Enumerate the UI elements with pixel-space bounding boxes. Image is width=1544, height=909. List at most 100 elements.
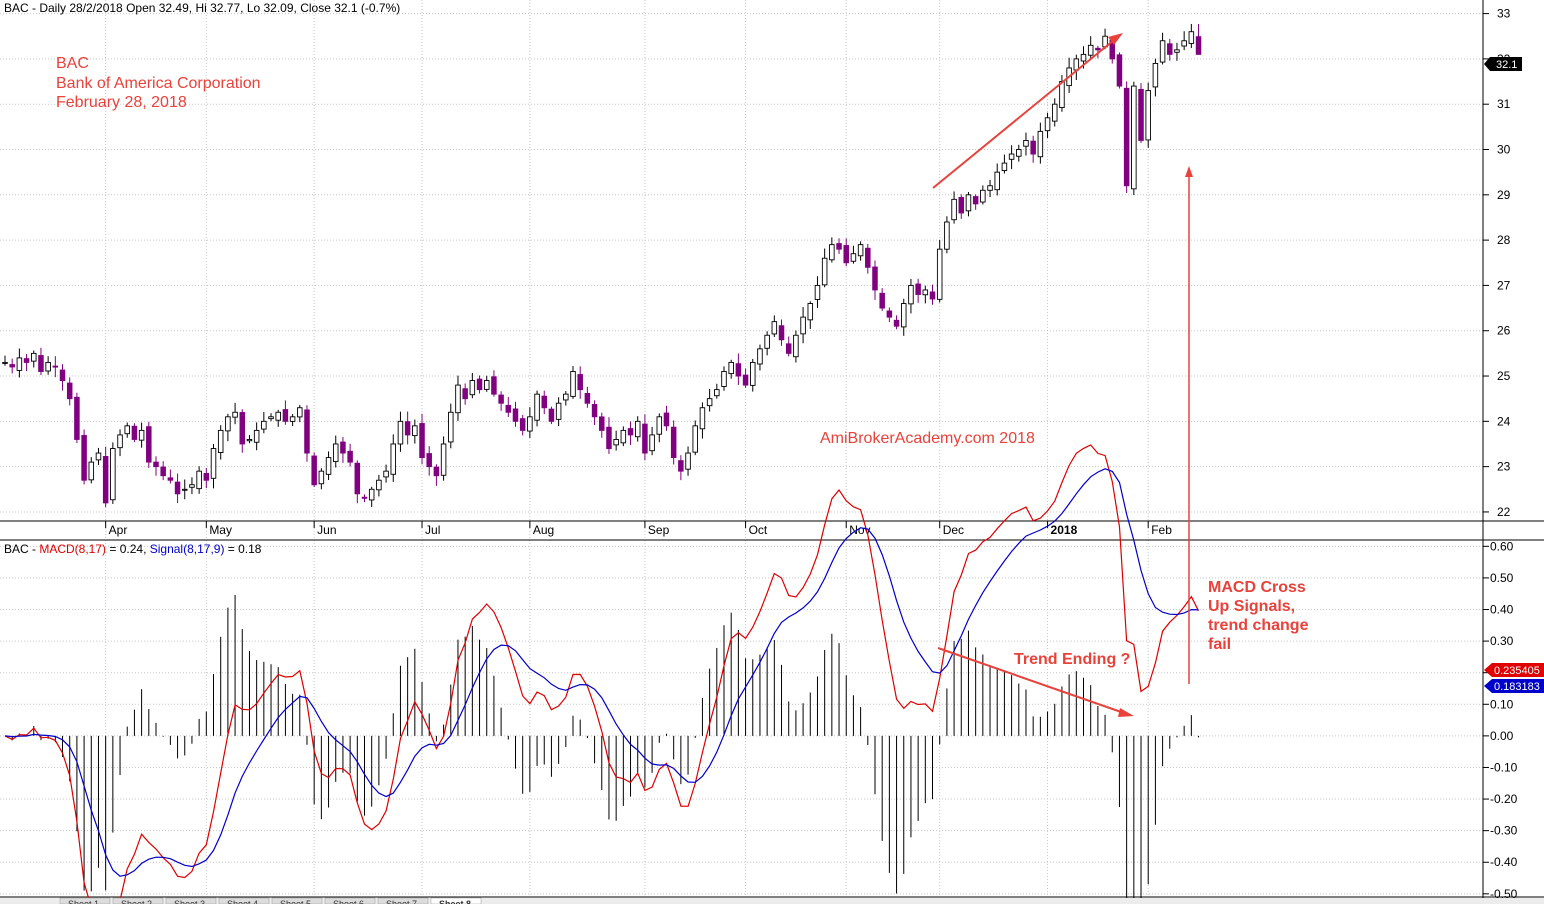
candle-body (721, 371, 727, 387)
candle-body (181, 488, 188, 491)
candle-body (340, 441, 346, 454)
price-last-marker: 32.1 (1484, 57, 1522, 71)
macd-last-marker: 0.235405 (1484, 663, 1544, 677)
candle-body (1138, 88, 1144, 141)
candle-body (505, 404, 512, 413)
candle-body (1051, 103, 1058, 122)
macd-marker-box (1484, 663, 1544, 677)
candle-body (987, 185, 993, 191)
price-grid (0, 13, 1483, 513)
macd-header-macd-value: = 0.24, (106, 542, 150, 556)
candle-body (1059, 81, 1065, 108)
candle-body (419, 423, 425, 459)
company-annotation: BAC Bank of America Corporation February… (56, 55, 261, 111)
candle-body (311, 455, 317, 486)
candle-body (1159, 40, 1166, 63)
month-label: Feb (1151, 523, 1172, 537)
candle-body (742, 374, 749, 386)
candle-body (627, 428, 634, 436)
price-tick-label: 31 (1497, 97, 1511, 111)
candle-body (563, 393, 569, 401)
macd-header-macd-label: MACD(8,17) (39, 542, 106, 556)
month-label: May (209, 523, 232, 537)
candle-body (872, 266, 878, 291)
month-label: Dec (943, 523, 964, 537)
macd-grid (0, 545, 1483, 895)
month-label: 2018 (1051, 523, 1078, 537)
macd-tick-label: -0.20 (1490, 792, 1518, 806)
candle-body (512, 408, 519, 422)
candle-body (642, 423, 648, 454)
macd-tick-label: 0.40 (1490, 603, 1514, 617)
sheet-tab-label: Sheet 8 (439, 899, 471, 904)
macd-header-prefix: BAC - (4, 542, 39, 556)
candle-body (735, 363, 742, 377)
candle-body (613, 439, 619, 446)
macd-marker-value: 0.235405 (1494, 665, 1540, 677)
macd-tick-label: -0.10 (1490, 760, 1518, 774)
macd-lines (4, 444, 1200, 909)
price-tick-label: 28 (1497, 233, 1511, 247)
price-tick-label: 25 (1497, 369, 1511, 383)
candle-body (936, 248, 943, 300)
macd-cross-line-2: Up Signals, (1208, 598, 1295, 615)
candle-body (433, 466, 440, 477)
macd-tick-label: 0.00 (1490, 729, 1514, 743)
candle-body (9, 364, 15, 368)
candle-body (1037, 130, 1044, 158)
candle-body (368, 488, 375, 501)
candle-body (750, 361, 756, 386)
candle-body (383, 470, 389, 478)
candle-body (555, 402, 562, 420)
candle-body (189, 484, 195, 488)
macd-header: BAC - MACD(8,17) = 0.24, Signal(8,17,9) … (4, 542, 262, 556)
candle-body (836, 243, 842, 250)
macd-cross-line-4: fail (1208, 636, 1231, 653)
candle-body (599, 416, 605, 431)
candle-body (980, 189, 986, 203)
candle-body (649, 434, 655, 452)
uptrend-arrow (932, 39, 1115, 189)
candle-body (210, 448, 217, 479)
sheet-tab-label: Sheet 4 (227, 899, 258, 904)
month-label: Jun (317, 523, 336, 537)
macd-tick-label: 0.30 (1490, 634, 1514, 648)
candle-body (174, 481, 181, 495)
candle-body (699, 407, 706, 430)
candle-body (297, 407, 303, 418)
candle-body (1016, 149, 1022, 157)
candle-body (167, 477, 174, 481)
candle-body (1095, 47, 1101, 51)
candle-body (361, 496, 368, 499)
candle-body (1023, 139, 1029, 147)
macd-tick-label: 0.10 (1490, 697, 1514, 711)
candle-body (778, 325, 785, 341)
price-marker-value: 32.1 (1496, 59, 1517, 71)
price-tick-label: 26 (1497, 324, 1511, 338)
candle-body (570, 371, 576, 397)
candle-body (814, 284, 821, 300)
candle-body (246, 439, 253, 442)
candle-body (318, 470, 325, 485)
candle-body (656, 416, 663, 435)
macd-tick-label: -0.30 (1490, 824, 1518, 838)
candle-body (714, 389, 720, 397)
candle-body (268, 416, 274, 420)
sheet-tab-label: Sheet 6 (333, 899, 364, 904)
candle-body (785, 343, 792, 354)
candlestick-series (2, 23, 1202, 508)
candle-body (1167, 43, 1173, 55)
candle-body (397, 420, 404, 445)
candle-body (38, 355, 44, 372)
candle-body (412, 425, 418, 437)
candle-body (757, 348, 763, 365)
price-tick-label: 33 (1497, 7, 1511, 21)
candle-body (901, 303, 907, 328)
candle-body (304, 409, 310, 454)
candle-body (1116, 54, 1123, 87)
candle-body (685, 452, 691, 470)
candle-body (102, 456, 109, 504)
candle-body (893, 319, 900, 327)
candle-body (153, 461, 159, 468)
